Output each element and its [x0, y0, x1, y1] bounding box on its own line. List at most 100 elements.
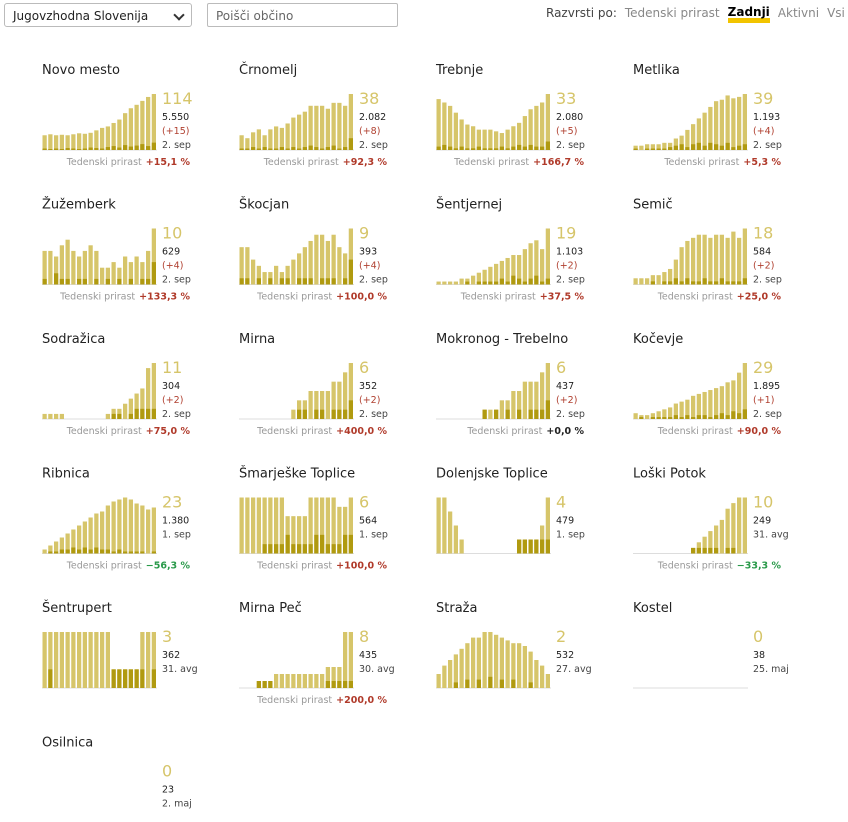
- active-bar: [314, 497, 319, 554]
- new-bar: [708, 142, 713, 150]
- new-bar: [151, 669, 156, 688]
- new-bar: [702, 278, 707, 285]
- date: 31. avg: [162, 664, 198, 675]
- active-bar: [239, 135, 244, 150]
- new-bar: [696, 547, 701, 554]
- active-bar: [105, 505, 110, 554]
- new-bar: [696, 281, 701, 285]
- new-bar: [42, 148, 47, 150]
- active-bar: [331, 381, 336, 419]
- active-bar: [134, 104, 139, 150]
- active-count: 29: [753, 358, 773, 377]
- active-bar: [471, 637, 476, 688]
- new-bar: [348, 138, 353, 150]
- active-bar: [505, 640, 510, 688]
- active-bar: [100, 632, 105, 688]
- new-bar: [245, 148, 250, 150]
- new-bar: [285, 278, 290, 285]
- new-bar: [279, 278, 284, 285]
- new-bar: [88, 549, 93, 554]
- new-bar: [714, 144, 719, 150]
- weekly-growth: +5,3 %: [743, 157, 781, 168]
- active-bar: [245, 138, 250, 150]
- new-bar: [274, 148, 279, 150]
- new-bar: [465, 281, 470, 285]
- active-count: 8: [359, 627, 369, 646]
- new-bar: [511, 146, 516, 150]
- active-bar: [725, 237, 730, 285]
- new-bar: [540, 281, 545, 285]
- active-bar: [545, 228, 550, 285]
- active-bar: [146, 250, 151, 285]
- new-bar: [117, 147, 122, 150]
- new-bar: [88, 147, 93, 150]
- active-bar: [71, 632, 76, 688]
- active-bar: [134, 256, 139, 285]
- new-bar: [105, 278, 110, 285]
- active-bar: [517, 643, 522, 688]
- active-bar: [719, 519, 724, 554]
- new-bar: [668, 417, 673, 419]
- new-bar: [54, 551, 59, 554]
- active-bar: [302, 674, 307, 688]
- active-bar: [545, 674, 550, 688]
- active-bar: [245, 247, 250, 285]
- active-bar: [123, 113, 128, 150]
- new-bar: [111, 669, 116, 688]
- active-count: 0: [162, 762, 172, 781]
- active-count: 10: [753, 493, 773, 512]
- sort-option[interactable]: Aktivni: [777, 6, 820, 20]
- new-bar: [714, 281, 719, 285]
- date: 2. sep: [556, 275, 585, 286]
- new-bar: [673, 278, 678, 285]
- active-bar: [94, 513, 99, 554]
- active-bar: [476, 272, 481, 285]
- new-bar: [123, 145, 128, 150]
- active-bar: [679, 401, 684, 419]
- active-bar: [123, 497, 128, 554]
- active-bar: [476, 129, 481, 150]
- sort-option[interactable]: Vsi: [827, 6, 845, 20]
- total-count: 435: [359, 650, 377, 661]
- weekly-growth-label: Tedenski prirast: [466, 426, 542, 437]
- date: 2. sep: [162, 409, 191, 420]
- municipality-name: Šentrupert: [42, 600, 112, 616]
- active-bar: [325, 391, 330, 419]
- new-bar: [679, 144, 684, 150]
- new-bar: [482, 148, 487, 150]
- active-bar: [448, 105, 453, 150]
- date: 2. sep: [556, 140, 585, 151]
- date: 1. sep: [359, 530, 388, 541]
- date: 1. sep: [162, 530, 191, 541]
- weekly-growth: +100,0 %: [336, 292, 387, 303]
- active-bar: [285, 123, 290, 150]
- active-bar: [71, 529, 76, 554]
- new-bar: [737, 281, 742, 285]
- active-bar: [42, 632, 47, 688]
- total-count: 1.895: [753, 381, 780, 392]
- new-bar: [337, 544, 342, 554]
- total-count: 362: [162, 650, 180, 661]
- total-count: 2.082: [359, 112, 386, 123]
- sort-option[interactable]: Tedenski prirast: [624, 6, 720, 20]
- search-input[interactable]: Poišči občino: [207, 3, 398, 27]
- municipality-name: Mirna Peč: [239, 601, 302, 616]
- region-select[interactable]: Jugovzhodna Slovenija: [4, 3, 192, 27]
- active-bar: [297, 253, 302, 285]
- new-bar: [691, 144, 696, 150]
- sort-option[interactable]: Zadnji: [727, 6, 770, 23]
- new-bar: [65, 278, 70, 285]
- new-bar: [650, 281, 655, 285]
- new-bar: [511, 275, 516, 285]
- new-bar: [696, 415, 701, 419]
- new-bar: [494, 409, 499, 419]
- new-bar: [117, 549, 122, 554]
- new-bar: [639, 417, 644, 419]
- active-bar: [128, 262, 133, 285]
- active-bar: [77, 133, 82, 150]
- new-bar: [534, 146, 539, 150]
- date: 31. avg: [753, 530, 789, 541]
- active-bar: [476, 637, 481, 688]
- active-bar: [262, 272, 267, 285]
- new-bar: [702, 415, 707, 419]
